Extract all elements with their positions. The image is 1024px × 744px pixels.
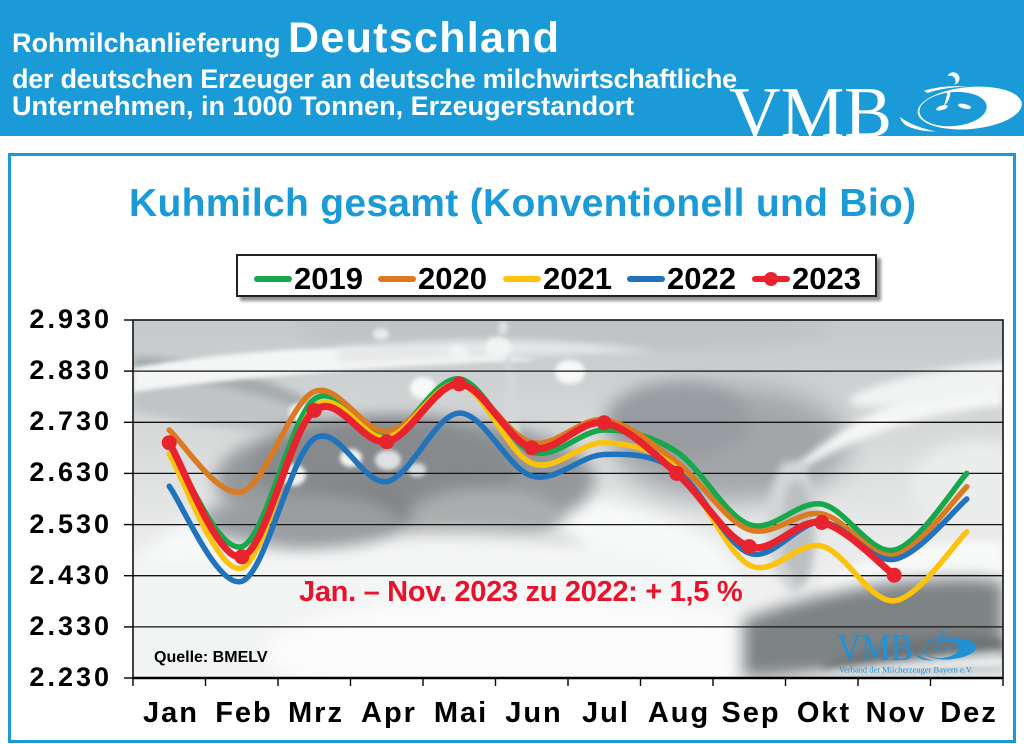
svg-text:Verband der Milcherzeuger Baye: Verband der Milcherzeuger Bayern e.V. xyxy=(839,665,973,675)
svg-text:VMB: VMB xyxy=(837,628,913,669)
svg-text:VMB: VMB xyxy=(729,73,892,145)
